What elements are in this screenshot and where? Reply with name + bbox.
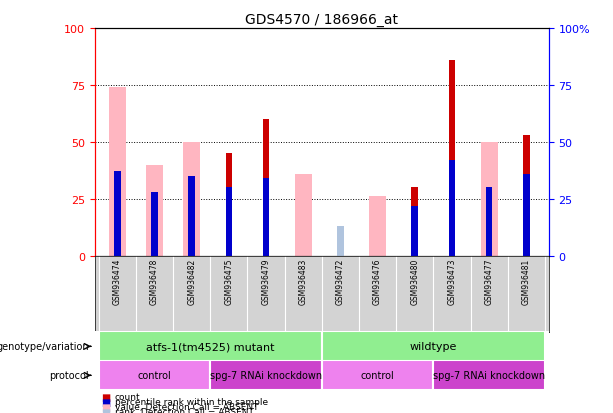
Bar xyxy=(523,135,530,174)
Bar xyxy=(295,174,311,256)
Text: GSM936478: GSM936478 xyxy=(150,259,159,305)
Text: percentile rank within the sample: percentile rank within the sample xyxy=(115,397,268,406)
Bar xyxy=(411,206,418,256)
Text: value, Detection Call = ABSENT: value, Detection Call = ABSENT xyxy=(115,402,258,411)
Text: GSM936472: GSM936472 xyxy=(336,259,345,305)
Bar xyxy=(449,61,455,256)
Text: GSM936480: GSM936480 xyxy=(410,259,419,305)
Bar xyxy=(263,120,269,256)
Text: ■: ■ xyxy=(101,397,110,407)
Text: GSM936475: GSM936475 xyxy=(224,259,234,305)
Bar xyxy=(263,195,269,256)
Text: GSM936482: GSM936482 xyxy=(187,259,196,304)
Bar xyxy=(449,61,455,161)
Text: atfs-1(tm4525) mutant: atfs-1(tm4525) mutant xyxy=(146,342,275,351)
Bar xyxy=(109,88,126,256)
Bar xyxy=(99,361,210,390)
Text: GSM936476: GSM936476 xyxy=(373,259,382,305)
Text: GSM936474: GSM936474 xyxy=(113,259,122,305)
Bar xyxy=(210,361,322,390)
Bar xyxy=(146,165,163,256)
Text: rank, Detection Call = ABSENT: rank, Detection Call = ABSENT xyxy=(115,407,254,413)
Bar xyxy=(226,154,232,256)
Title: GDS4570 / 186966_at: GDS4570 / 186966_at xyxy=(245,12,398,26)
Bar xyxy=(411,188,418,256)
Text: ■: ■ xyxy=(101,392,110,402)
Text: wildtype: wildtype xyxy=(409,342,457,351)
Bar xyxy=(322,332,545,361)
Text: GSM936481: GSM936481 xyxy=(522,259,531,304)
Bar xyxy=(523,135,530,256)
Text: genotype/variation: genotype/variation xyxy=(0,342,89,351)
Bar xyxy=(449,161,455,256)
Bar xyxy=(226,188,232,256)
Bar xyxy=(485,188,492,256)
Bar xyxy=(188,176,195,256)
Text: spg-7 RNAi knockdown: spg-7 RNAi knockdown xyxy=(433,370,545,380)
Bar xyxy=(226,154,232,188)
Text: control: control xyxy=(360,370,395,380)
Text: ■: ■ xyxy=(101,407,110,413)
Bar xyxy=(263,120,269,179)
Bar xyxy=(369,197,386,256)
Bar xyxy=(183,142,200,256)
Bar xyxy=(151,192,158,256)
Bar xyxy=(523,174,530,256)
Text: GSM936473: GSM936473 xyxy=(447,259,457,305)
Text: GSM936477: GSM936477 xyxy=(485,259,493,305)
Bar xyxy=(433,361,545,390)
Text: GSM936483: GSM936483 xyxy=(299,259,308,305)
Text: control: control xyxy=(138,370,172,380)
Text: ■: ■ xyxy=(101,402,110,412)
Bar xyxy=(114,172,121,256)
Bar xyxy=(263,179,269,256)
Bar xyxy=(337,226,344,256)
Bar xyxy=(99,332,322,361)
Text: GSM936479: GSM936479 xyxy=(262,259,270,305)
Bar xyxy=(322,361,433,390)
Text: count: count xyxy=(115,392,140,401)
Bar xyxy=(411,188,418,206)
Text: protocol: protocol xyxy=(49,370,89,380)
Text: spg-7 RNAi knockdown: spg-7 RNAi knockdown xyxy=(210,370,322,380)
Bar xyxy=(481,142,498,256)
